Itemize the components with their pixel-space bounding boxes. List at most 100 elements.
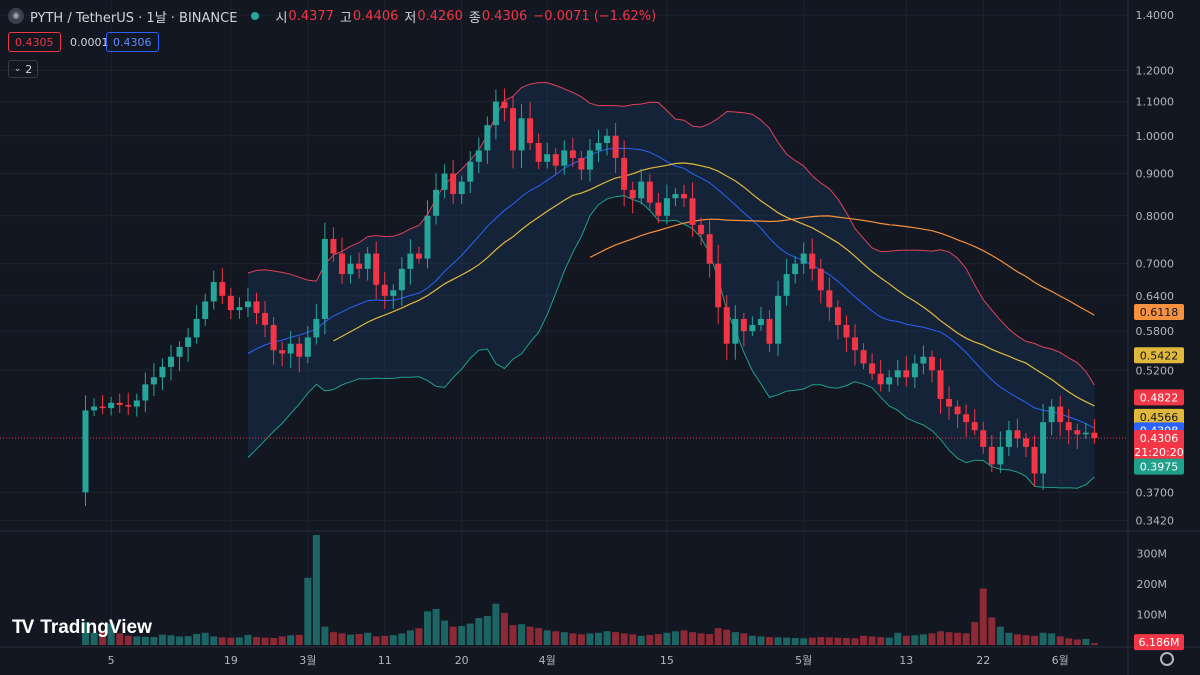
candle-body (467, 161, 474, 182)
volume-bar (1056, 636, 1064, 645)
candle-body (834, 307, 841, 326)
candle-body (595, 143, 602, 151)
volume-bar (577, 634, 585, 645)
volume-bar (714, 628, 722, 645)
price-tag (1134, 389, 1184, 406)
volume-tick-label: 200M (1137, 578, 1168, 591)
candle-body (159, 366, 166, 378)
volume-bar (595, 632, 602, 645)
volume-bar (347, 634, 355, 645)
candle-body (116, 402, 123, 406)
time-tick-label: 22 (976, 654, 990, 667)
volume-bar (304, 577, 312, 645)
candle-body (433, 189, 440, 216)
volume-bar (885, 637, 893, 645)
volume-bar (612, 632, 620, 645)
volume-bar (902, 635, 910, 645)
buy-price-button[interactable]: 0.4306 (106, 32, 159, 52)
volume-bar (637, 635, 645, 645)
candle-body (279, 350, 286, 354)
volume-bar (329, 632, 337, 645)
volume-bar (287, 635, 295, 645)
ma-slow-line (589, 215, 1095, 316)
volume-tick-label: 100M (1137, 608, 1168, 621)
candle-body (202, 301, 209, 319)
price-tick-label: 0.8000 (1136, 210, 1175, 223)
volume-bar (971, 622, 979, 645)
candle-body (783, 274, 790, 296)
volume-tag-label: 6.186M (1139, 636, 1180, 649)
candle-body (886, 377, 893, 385)
price-tick-label: 1.1000 (1136, 96, 1175, 109)
candle-body (262, 313, 269, 326)
gear-icon[interactable] (1160, 652, 1174, 666)
price-tick-label: 0.5200 (1136, 364, 1175, 377)
candle-body (586, 150, 593, 170)
candle-body (800, 253, 807, 264)
volume-bar (415, 628, 423, 645)
volume-bar (945, 632, 953, 645)
candle-body (1040, 422, 1047, 474)
candle-body (441, 173, 448, 190)
volume-bar (697, 633, 705, 645)
sell-price-button[interactable]: 0.4305 (8, 32, 61, 52)
candle-body (356, 263, 363, 269)
candle-body (125, 405, 132, 407)
volume-bar (124, 635, 132, 645)
volume-bar (800, 638, 808, 645)
candle-body (604, 135, 611, 144)
candle-body (578, 157, 585, 170)
candle-body (244, 301, 251, 308)
volume-bar (671, 631, 679, 645)
candle-body (698, 224, 705, 235)
volume-bar (535, 628, 543, 645)
close-label: 종 (468, 10, 481, 26)
volume-bar (253, 637, 260, 645)
candle-body (347, 263, 354, 275)
candle-body (176, 346, 183, 357)
volume-bar (1090, 643, 1098, 645)
volume-bar (825, 637, 833, 645)
candle-body (561, 150, 568, 166)
volume-bar (620, 633, 628, 645)
candle-body (91, 406, 98, 411)
candle-body (869, 363, 876, 374)
price-tag-label: 0.6118 (1140, 306, 1179, 319)
volume-bar (996, 626, 1004, 645)
candle-body (997, 446, 1004, 465)
volume-bar (783, 637, 791, 645)
high-value: 0.4406 (352, 8, 399, 24)
time-tick-label: 5 (108, 654, 115, 667)
pyth-logo-icon: ◉ (8, 8, 24, 24)
candle-body (296, 343, 303, 357)
candle-body (108, 402, 115, 409)
candle-body (988, 446, 995, 465)
symbol-title[interactable]: PYTH / TetherUS · 1날 · BINANCE (30, 10, 238, 26)
time-tick-label: 3월 (299, 654, 316, 667)
volume-bar (919, 634, 927, 645)
volume-bar (526, 626, 534, 645)
volume-bar (860, 635, 868, 645)
candle-body (398, 268, 405, 291)
volume-bar (774, 637, 782, 645)
volume-bar (663, 632, 671, 645)
candle-body (911, 363, 918, 378)
price-tag (1134, 408, 1184, 425)
volume-bar (646, 634, 654, 645)
volume-bar (381, 635, 389, 645)
volume-bar (500, 612, 508, 645)
volume-bar (278, 636, 286, 645)
volume-bar (654, 634, 662, 645)
volume-bar (569, 633, 577, 645)
volume-bar (586, 633, 594, 645)
indicators-toggle-button[interactable]: ⌄ 2 (8, 60, 38, 78)
price-tag (1134, 347, 1184, 364)
tradingview-logo[interactable]: TV TradingView (12, 617, 152, 639)
volume-bar (90, 632, 98, 645)
price-tick-label: 1.0000 (1136, 130, 1175, 143)
candle-body (877, 373, 884, 385)
volume-bar (748, 635, 756, 645)
volume-bar (466, 623, 474, 645)
volume-bar (244, 634, 252, 645)
